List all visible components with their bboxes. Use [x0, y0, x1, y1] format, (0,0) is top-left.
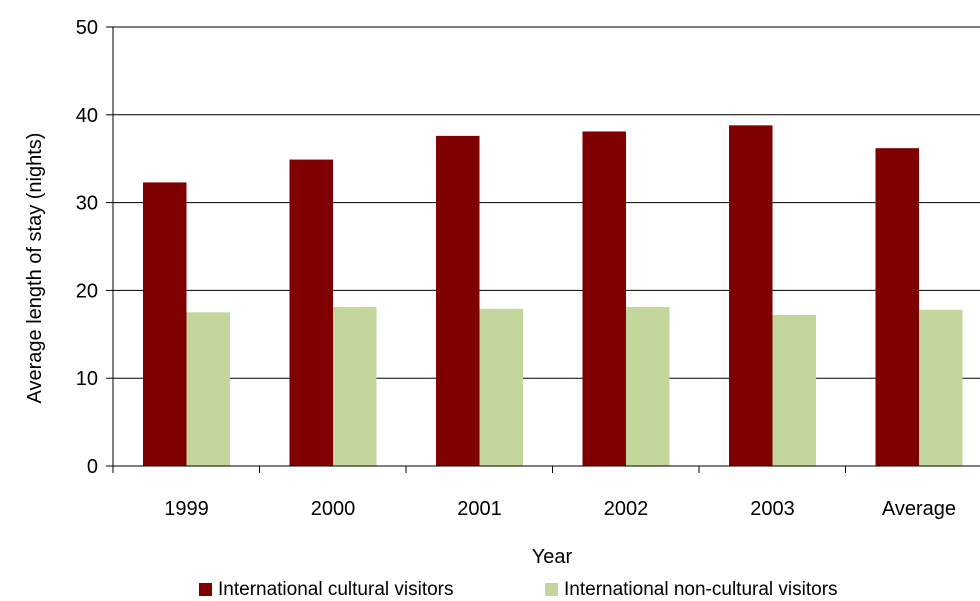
axes — [112, 27, 980, 467]
x-axis-title: Year — [532, 546, 573, 568]
gridlines — [113, 26, 980, 379]
x-axis-ticks: 1999 2000 2001 2002 2003 Average — [112, 466, 956, 520]
legend-label: International non-cultural visitors — [564, 579, 838, 600]
legend-label: International cultural visitors — [218, 579, 454, 600]
bar-cultural — [143, 182, 187, 466]
y-axis-title: Average length of stay (nights) — [24, 133, 46, 404]
bar-non-cultural — [919, 309, 963, 466]
bar-cultural — [289, 159, 333, 466]
bar-non-cultural — [772, 314, 816, 466]
y-axis-ticks: 0 10 20 30 40 50 — [76, 17, 113, 478]
bar-cultural — [436, 135, 480, 466]
y-tick-label: 30 — [76, 193, 98, 215]
y-tick-label: 40 — [76, 105, 98, 127]
y-tick-label: 50 — [76, 17, 98, 39]
legend: International cultural visitors Internati… — [199, 579, 838, 600]
x-tick-label: 2001 — [457, 498, 502, 520]
bar-non-cultural — [626, 307, 670, 466]
x-tick-label: 1999 — [164, 498, 209, 520]
y-tick-label: 0 — [87, 456, 98, 478]
y-tick-label: 10 — [76, 368, 98, 390]
bar-non-cultural — [186, 312, 230, 466]
legend-swatch — [545, 583, 558, 596]
bar-non-cultural — [333, 307, 377, 466]
bar-cultural — [875, 148, 919, 466]
bar-cultural — [729, 125, 773, 466]
x-tick-label: 2002 — [604, 498, 649, 520]
x-tick-label: 2003 — [750, 498, 795, 520]
legend-swatch — [199, 583, 212, 596]
x-tick-label: Average — [882, 498, 956, 520]
bars — [143, 125, 963, 466]
bar-non-cultural — [479, 308, 523, 466]
bar-cultural — [582, 131, 626, 466]
x-tick-label: 2000 — [311, 498, 356, 520]
y-tick-label: 20 — [76, 280, 98, 302]
